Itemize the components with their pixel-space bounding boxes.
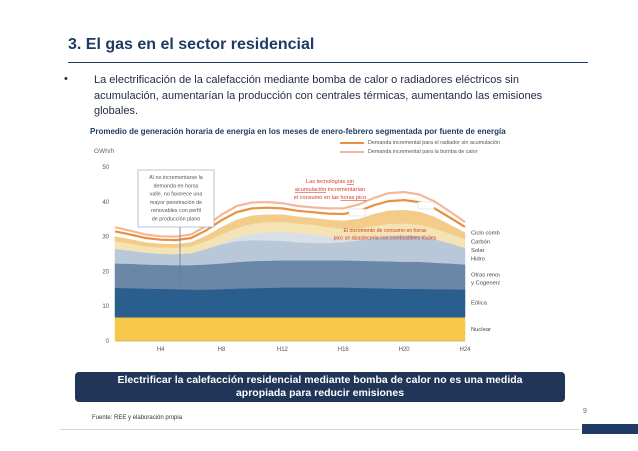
annotation-top-span: el consumo en las [294,195,341,201]
legend-item-heat-pump: Demanda incremental para la bomba de cal… [340,147,500,156]
series-label-otras-renovables-l1: Otras renovables [471,272,500,278]
series-label-otras-renovables-l2: y Cogeneración [471,280,500,286]
annotation-top-span: Las tecnologías [306,179,347,185]
annotation-mid-line: El incremento de consumo en horas [343,228,426,234]
annotation-left-line: valle, no favorece una [150,192,203,198]
series-label-hidro: Hidro [471,257,485,263]
x-tick-label: H12 [277,347,289,353]
annotation-left-line: demanda en horas [154,183,199,189]
x-tick-label: H4 [157,347,165,353]
annotation-top-line: el consumo en las horas pico [294,195,366,201]
footer-divider [60,429,580,430]
annotation-peak-marker-1 [348,208,366,217]
series-label-solar: Solar [471,248,485,254]
banner-line-1: Electrificar la calefacción residencial … [117,374,523,386]
annotation-left-line: de producción plano [152,217,201,223]
area-nuclear [114,317,466,342]
legend-label-heat-pump: Demanda incremental para la bomba de cal… [368,148,478,155]
conclusion-banner: Electrificar la calefacción residencial … [75,372,565,402]
x-tick-label: H8 [218,347,226,353]
annotation-left-line: mayor penetración de [150,200,202,206]
chart-legend-top: Demanda incremental para el radiador sin… [340,138,500,156]
source-note: Fuente: REE y elaboración propia [92,415,183,421]
annotation-left-line: Al no incrementarse la [149,175,203,181]
series-label-eolica: Eólica [471,301,488,307]
bullet-marker: • [64,73,68,85]
chart-title: Promedio de generación horaria de energí… [90,127,506,136]
bullet-text: La electrificación de la calefacción med… [94,74,543,117]
annotation-top-span: incrementarían [326,187,365,193]
series-label-nuclear: Nuclear [471,327,491,333]
y-tick-label: 30 [102,235,109,241]
area-eolica [114,287,466,318]
legend-swatch-heat-pump [340,150,364,153]
annotation-top-line: Las tecnologías sin [306,179,354,185]
annotation-top-span: horas pico [340,195,366,201]
y-tick-label: 10 [102,304,109,310]
legend-swatch-radiator [340,141,364,144]
annotation-top-line: acumulación incrementarían [295,187,365,193]
legend-item-radiator: Demanda incremental para el radiador sin… [340,138,500,147]
annotation-top-span: sin [347,179,354,185]
banner-line-2: apropiada para reducir emisiones [235,387,405,399]
title-divider [68,62,588,63]
x-tick-label: H16 [338,347,350,353]
x-tick-label: H24 [459,347,471,353]
y-tick-label: 0 [106,339,110,345]
series-label-carbon: Carbón [471,239,490,245]
y-tick-label: 20 [102,269,109,275]
y-tick-label: 50 [102,165,109,171]
y-axis-label: GWh/h [94,148,115,155]
annotation-top-span: acumulación [295,187,326,193]
annotation-left-line: renovables con perfil [151,208,201,214]
energy-area-chart: GWh/h 0 10 20 30 40 50 H4 H8 H12 H16 H20 H24 Nuclear E… [94,148,500,353]
series-label-ciclo-combinado: Ciclo combinado [471,230,500,236]
annotation-peak-marker-2 [417,201,435,210]
footer-accent [582,424,638,434]
x-tick-label: H20 [399,347,411,353]
line-demanda-incremental-para-la-bomba-de-calor [114,190,466,238]
line-demanda-incremental-para-el-radiador-sin-acumulacion [114,198,466,242]
annotation-mid-line: pico se abastecería con combustibles fós… [334,236,437,242]
page-number: 9 [583,408,587,415]
legend-label-radiator: Demanda incremental para el radiador sin… [368,139,501,146]
slide-title: 3. El gas en el sector residencial [68,36,315,53]
area-ciclo-combinado [114,209,466,248]
annotation-left-box [137,169,215,228]
y-tick-label: 40 [102,200,109,206]
